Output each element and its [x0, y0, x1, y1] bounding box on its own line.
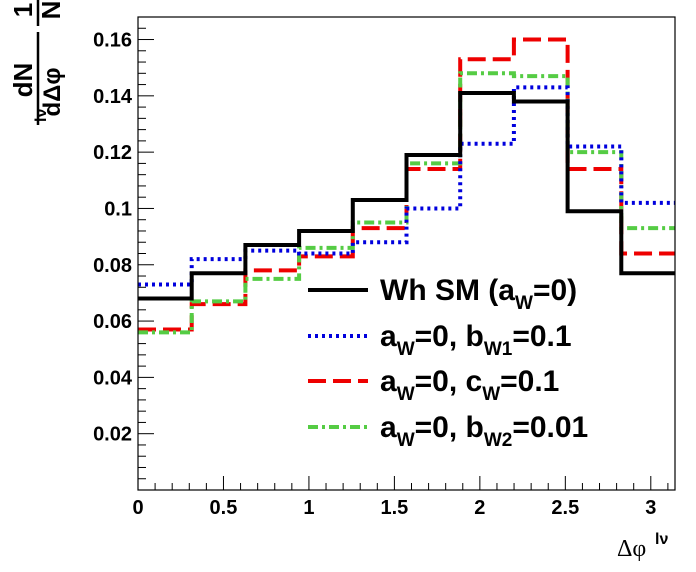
tick-marks — [137, 27, 669, 490]
y-tick-label: 0.02 — [93, 424, 132, 446]
y-tick-label: 0.06 — [93, 311, 132, 333]
legend-entry: aW=0, bW2=0.01 — [380, 411, 588, 451]
legend-entry: aW=0, bW1=0.1 — [380, 320, 572, 360]
y-title-sup: lν — [33, 109, 50, 122]
x-axis-title-sup: lν — [655, 531, 668, 548]
legend: Wh SM (aW=0) aW=0, bW1=0.1 aW=0, cW=0.1 aW=… — [308, 274, 588, 451]
x-tick-label: 2 — [474, 497, 485, 519]
x-tick-label: 0 — [132, 497, 143, 519]
y-axis-title: 1 N dN dΔφ lν — [8, 0, 66, 125]
y-tick-label: 0.16 — [93, 30, 132, 52]
x-tick-label: 1 — [303, 497, 314, 519]
y-tick-label: 0.04 — [93, 367, 133, 389]
y-tick-label: 0.1 — [104, 198, 132, 220]
y-title-n: N — [36, 1, 66, 20]
x-tick-label: 1.5 — [380, 497, 408, 519]
x-tick-labels: 0 0.5 1 1.5 2 2.5 3 — [132, 497, 656, 519]
plot-frame — [137, 16, 676, 491]
y-title-ddphi: dΔφ — [39, 67, 66, 116]
x-tick-label: 3 — [645, 497, 656, 519]
y-tick-label: 0.14 — [93, 86, 133, 108]
y-tick-label: 0.08 — [93, 255, 132, 277]
y-tick-labels: 0.02 0.04 0.06 0.08 0.1 0.12 0.14 0.16 — [93, 30, 133, 446]
series-line-1 — [138, 91, 675, 301]
x-axis-title: Δφ — [617, 536, 646, 562]
y-title-one: 1 — [8, 3, 38, 17]
legend-entry: Wh SM (aW=0) — [380, 274, 577, 314]
y-title-dn: dN — [8, 63, 38, 98]
x-tick-label: 0.5 — [210, 497, 238, 519]
legend-entry: aW=0, cW=0.1 — [380, 365, 559, 405]
x-tick-label: 2.5 — [551, 497, 579, 519]
y-tick-label: 0.12 — [93, 142, 132, 164]
series-layer — [138, 37, 675, 335]
